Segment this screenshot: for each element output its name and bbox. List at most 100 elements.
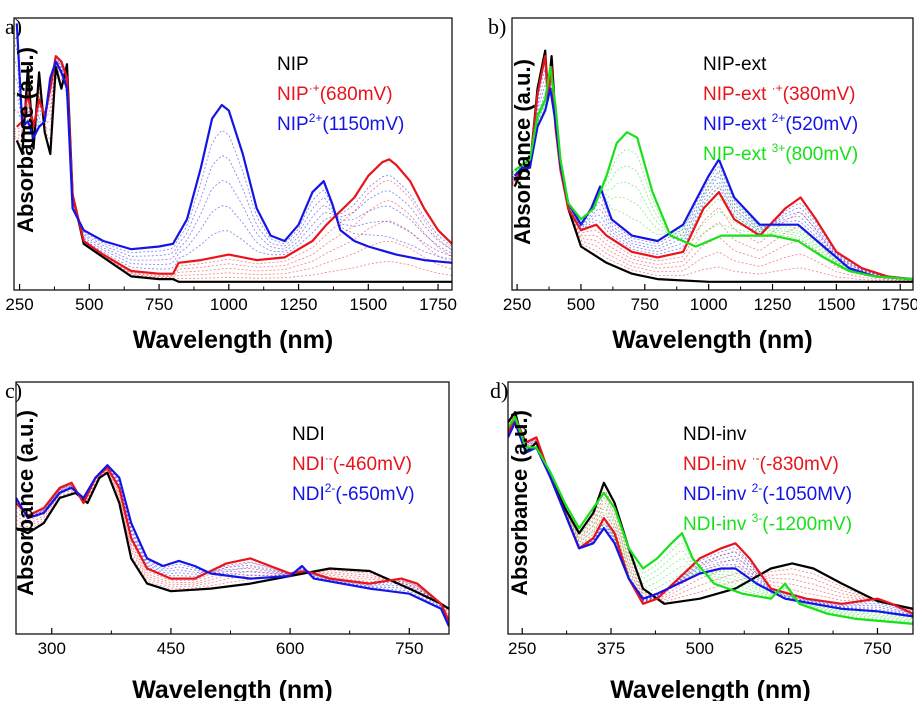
x-axis-title: Wavelength (nm) <box>133 326 333 354</box>
legend-entry: NIP-ext <box>703 54 767 75</box>
series-line-2 <box>15 23 452 264</box>
legend-suffix: (-1050MV) <box>762 484 852 505</box>
panel-letter: c) <box>5 378 22 403</box>
series-line-1 <box>513 55 913 281</box>
legend-entry: NIP-ext ·+(380mV) <box>703 81 856 105</box>
x-axis-title: Wavelength (nm) <box>612 326 812 354</box>
legend-label: NDI-inv <box>683 454 752 475</box>
legend-suffix: (1150mV) <box>322 114 404 135</box>
panel-d: d) 250 375 500 625 750 Wavelength (nm) Absorban… <box>490 378 914 701</box>
legend-label: NDI <box>292 454 325 475</box>
intermediate-spectrum <box>508 412 913 610</box>
x-tick-label: 1250 <box>280 295 318 314</box>
intermediate-spectrum <box>14 59 452 266</box>
legend-entry: NDI2-(-650mV) <box>292 481 415 505</box>
legend-label: NIP <box>277 54 309 75</box>
x-tick-label: 1750 <box>419 295 457 314</box>
legend-entry: NDI-inv 3-(-1200mV) <box>683 511 852 535</box>
x-axis-title: Wavelength (nm) <box>610 676 810 701</box>
series-line-2 <box>513 87 913 281</box>
legend-superscript: ·- <box>752 451 760 465</box>
intermediate-spectrum <box>16 470 449 616</box>
x-tick-label: 750 <box>145 295 173 314</box>
x-tick-label: 1500 <box>349 295 387 314</box>
legend-suffix: (800mV) <box>785 144 858 165</box>
legend-suffix: (520mV) <box>785 114 858 135</box>
intermediate-spectrum <box>508 418 913 616</box>
x-tick-label: 250 <box>503 295 531 314</box>
x-tick-label: 1500 <box>817 295 855 314</box>
x-tick-label: 1750 <box>881 295 917 314</box>
intermediate-spectrum <box>508 419 913 621</box>
x-tick-label: 1000 <box>690 295 728 314</box>
legend-label: NDI <box>292 484 325 505</box>
y-axis-title: Absorbance (a.u.) <box>13 410 38 596</box>
legend-superscript: ·+ <box>772 81 783 95</box>
legend-label: NDI-inv <box>683 424 747 445</box>
x-tick-label: 625 <box>774 639 802 658</box>
legend-suffix: (680mV) <box>320 84 393 105</box>
series-line-1 <box>16 466 449 622</box>
x-tick-label: 500 <box>75 295 103 314</box>
legend-entry: NIP <box>277 54 309 75</box>
intermediate-spectrum <box>16 469 449 618</box>
y-axis-title: Absorbance (a.u.) <box>13 47 38 233</box>
legend-label: NIP-ext <box>703 114 772 135</box>
x-tick-label: 375 <box>597 639 625 658</box>
plot-frame <box>13 17 453 291</box>
x-tick-label: 1250 <box>754 295 792 314</box>
x-tick-label: 500 <box>686 639 714 658</box>
plot-frame <box>507 381 914 635</box>
legend-entry: NDI-inv ·-(-830mV) <box>683 451 839 475</box>
legend-superscript: 2+ <box>309 111 323 125</box>
series-line-0 <box>15 63 452 283</box>
intermediate-spectrum <box>508 420 913 620</box>
legend-label: NIP <box>277 114 309 135</box>
legend-superscript: ·- <box>325 451 333 465</box>
y-axis-title: Absorbance (a.u.) <box>507 410 532 596</box>
legend-suffix: (-1200mV) <box>762 514 852 535</box>
legend-entry: NDI-inv <box>683 424 747 445</box>
intermediate-spectrum <box>16 471 449 614</box>
x-tick-label: 250 <box>508 639 536 658</box>
legend-superscript: 2- <box>752 481 763 495</box>
legend-superscript: ·+ <box>309 81 320 95</box>
legend-entry: NIP-ext 3+(800mV) <box>703 141 858 165</box>
panel-b: b) 250 500 750 1000 1250 1500 1750 Wavelength (n… <box>488 14 917 354</box>
legend-entry: NIP2+(1150mV) <box>277 111 404 135</box>
intermediate-spectrum <box>512 85 913 280</box>
series-line-2 <box>16 464 449 627</box>
series-line-3 <box>513 65 913 281</box>
series-line-2 <box>508 421 913 618</box>
intermediate-spectrum <box>508 418 913 622</box>
x-tick-label: 500 <box>567 295 595 314</box>
intermediate-spectrum <box>508 415 913 613</box>
x-tick-label: 600 <box>276 639 304 658</box>
intermediate-spectrum <box>512 82 913 280</box>
legend-superscript: 2+ <box>772 111 786 125</box>
legend-label: NDI-inv <box>683 514 752 535</box>
intermediate-spectrum <box>14 65 452 277</box>
legend-entry: NDI-inv 2-(-1050MV) <box>683 481 852 505</box>
series-line-3 <box>508 416 913 625</box>
legend-superscript: 2- <box>325 481 336 495</box>
plot-frame <box>511 17 914 291</box>
legend-label: NIP-ext <box>703 54 767 75</box>
x-axis-title: Wavelength (nm) <box>132 676 332 701</box>
intermediate-spectrum <box>14 58 452 270</box>
legend-suffix: (380mV) <box>783 84 856 105</box>
series-line-0 <box>16 471 449 610</box>
legend-label: NDI <box>292 424 325 445</box>
legend-label: NIP <box>277 84 309 105</box>
intermediate-spectrum <box>14 57 452 257</box>
legend-suffix: (-650mV) <box>335 484 414 505</box>
plot-frame <box>15 381 450 635</box>
legend-entry: NIP·+(680mV) <box>277 81 393 105</box>
intermediate-spectrum <box>508 417 913 624</box>
intermediate-spectrum <box>508 413 913 611</box>
x-tick-label: 1000 <box>210 295 248 314</box>
legend-suffix: (-830mV) <box>760 454 839 475</box>
panel-letter: b) <box>488 14 506 39</box>
panel-letter: d) <box>490 378 508 403</box>
